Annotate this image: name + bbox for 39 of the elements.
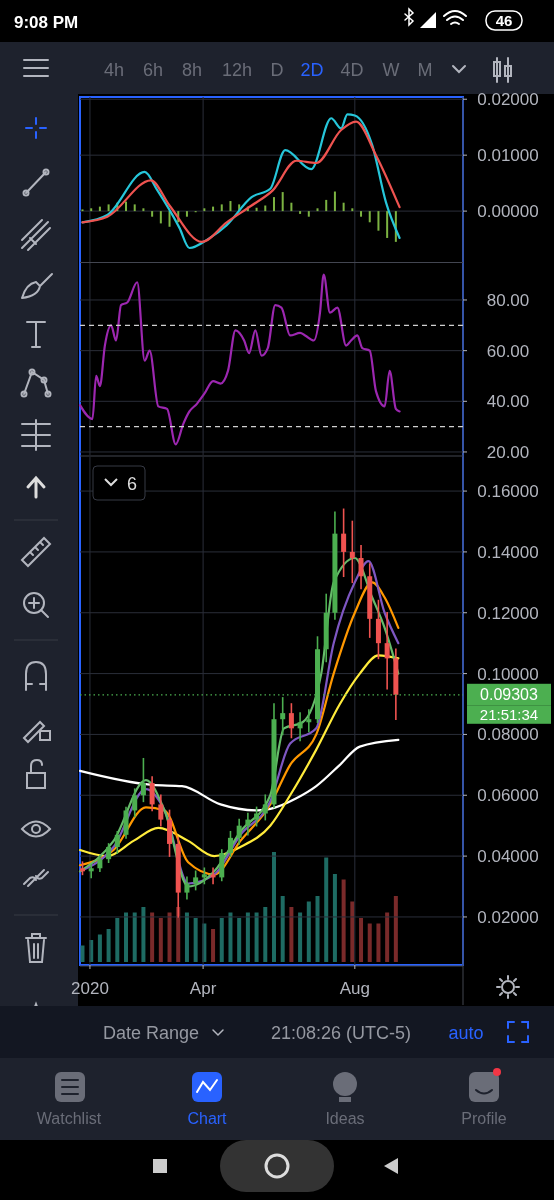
y-tick-label: 40.00 [486, 392, 530, 412]
y-tick-label: 0.08000 [477, 725, 539, 745]
text: 9:08 PM [14, 13, 79, 32]
y-tick-label: 0.02000 [477, 907, 539, 927]
y-tick-label: 0.16000 [477, 482, 539, 502]
y-tick-label: 0.06000 [477, 786, 539, 806]
x-tick-label: Aug [339, 979, 370, 998]
text: M [417, 60, 433, 80]
text: 2D [300, 60, 324, 80]
y-tick-label: 0.04000 [477, 847, 539, 867]
text: 21:51:34 [479, 705, 539, 723]
text: Date Range [102, 1023, 200, 1043]
y-tick-label: 0.01000 [477, 146, 539, 166]
y-tick-label: 60.00 [486, 341, 530, 361]
text: 4h [103, 60, 125, 80]
text: 46 [495, 12, 513, 29]
y-tick-label: 0.14000 [477, 542, 539, 562]
y-tick-label: 80.00 [486, 290, 530, 310]
text: Chart [187, 1110, 228, 1127]
y-tick-label: 20.00 [486, 442, 530, 462]
text: 12h [221, 60, 253, 80]
y-tick-label: 0.00000 [477, 202, 539, 222]
text: Profile [461, 1110, 507, 1127]
x-tick-label: 2020 [71, 979, 109, 998]
text: D [270, 60, 284, 80]
text: Watchlist [36, 1110, 102, 1127]
text: 6h [142, 60, 164, 80]
text: auto [448, 1023, 484, 1043]
annotation: 6 [127, 474, 138, 494]
text: W [382, 60, 400, 80]
text: Ideas [325, 1110, 365, 1127]
text: 8h [181, 60, 203, 80]
y-tick-label: 0.02000 [477, 90, 539, 110]
ref-line-label: 0.09303 [480, 685, 539, 703]
y-tick-label: 0.10000 [477, 664, 539, 684]
text: 4D [340, 60, 364, 80]
x-tick-label: Apr [189, 979, 217, 998]
text: 21:08:26 (UTC-5) [270, 1023, 412, 1043]
y-tick-label: 0.12000 [477, 603, 539, 623]
